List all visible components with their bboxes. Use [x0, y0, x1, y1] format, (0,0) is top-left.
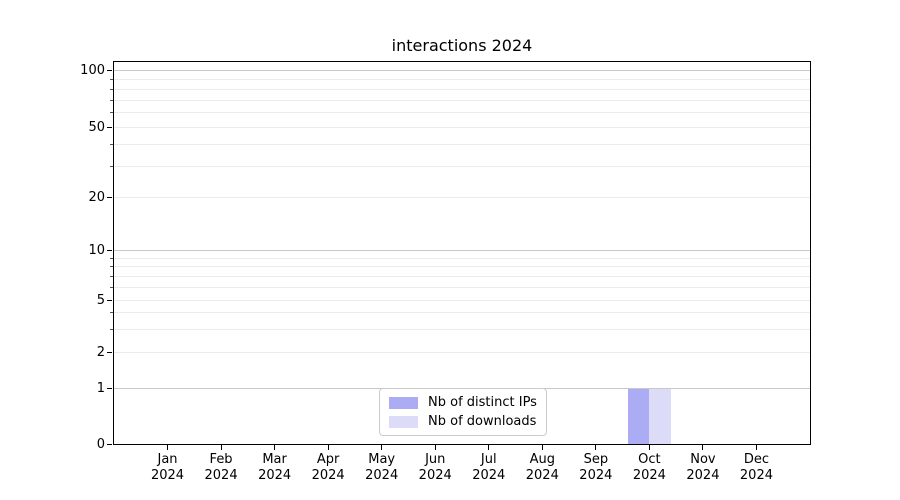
y-tick-mark [107, 127, 112, 129]
y-tick-label: 50 [88, 120, 105, 136]
y-tick-label: 0 [96, 436, 105, 452]
x-tick-mark [755, 445, 757, 450]
y-tick-label: 5 [96, 292, 105, 308]
y-tick-mark [107, 70, 112, 72]
y-gridline-3 [114, 328, 810, 330]
y-gridline-9 [114, 257, 810, 259]
x-tick-label-jan: Jan 2024 [150, 452, 185, 483]
y-tick-label: 1 [96, 381, 105, 397]
y-gridline-50 [114, 127, 810, 129]
y-minor-tick-mark [110, 99, 113, 101]
y-gridline-90 [114, 79, 810, 81]
y-minor-tick-mark [110, 257, 113, 259]
x-tick-mark [648, 445, 650, 450]
y-minor-tick-mark [110, 79, 113, 81]
y-tick-mark [107, 443, 112, 445]
y-minor-tick-mark [110, 88, 113, 90]
y-gridline-6 [114, 286, 810, 288]
y-minor-tick-mark [110, 266, 113, 268]
y-tick-mark [107, 299, 112, 301]
y-tick-label: 100 [80, 63, 105, 79]
y-tick-label: 10 [88, 243, 105, 259]
x-tick-mark [274, 445, 276, 450]
y-gridline-2 [114, 351, 810, 353]
x-tick-label-jun: Jun 2024 [418, 452, 452, 483]
legend-swatch-downloads [389, 415, 418, 428]
y-gridline-5 [114, 299, 810, 301]
x-tick-label-aug: Aug 2024 [525, 452, 559, 483]
y-minor-tick-mark [110, 144, 113, 146]
legend-label-distinct-ips: Nb of distinct IPs [428, 395, 537, 410]
plot-area: Nb of distinct IPs Nb of downloads [113, 61, 811, 445]
x-tick-mark [167, 445, 169, 450]
y-tick-label: 20 [88, 190, 105, 206]
x-tick-mark [702, 445, 704, 450]
y-tick-mark [107, 388, 112, 390]
legend: Nb of distinct IPs Nb of downloads [379, 388, 547, 436]
chart-title: interactions 2024 [391, 36, 533, 55]
y-gridline-100 [114, 70, 810, 72]
y-gridline-20 [114, 197, 810, 199]
y-minor-tick-mark [110, 312, 113, 314]
x-tick-label-mar: Mar 2024 [258, 452, 292, 483]
x-tick-label-apr: Apr 2024 [311, 452, 345, 483]
y-gridline-7 [114, 275, 810, 277]
x-tick-mark [595, 445, 597, 450]
x-tick-mark [220, 445, 222, 450]
y-gridline-4 [114, 312, 810, 314]
x-tick-label-feb: Feb 2024 [204, 452, 238, 483]
y-minor-tick-mark [110, 166, 113, 168]
x-tick-mark [434, 445, 436, 450]
legend-label-downloads: Nb of downloads [428, 414, 537, 429]
bar-downloads-oct [649, 388, 671, 444]
y-minor-tick-mark [110, 286, 113, 288]
legend-row-distinct-ips: Nb of distinct IPs [389, 393, 537, 412]
x-tick-label-oct: Oct 2024 [632, 452, 666, 483]
y-minor-tick-mark [110, 328, 113, 330]
x-tick-mark [488, 445, 490, 450]
x-tick-label-dec: Dec 2024 [739, 452, 773, 483]
y-gridline-80 [114, 88, 810, 90]
y-tick-mark [107, 197, 112, 199]
y-tick-label: 2 [96, 344, 105, 360]
y-minor-tick-mark [110, 275, 113, 277]
legend-row-downloads: Nb of downloads [389, 412, 537, 431]
y-gridline-70 [114, 99, 810, 101]
y-tick-mark [107, 250, 112, 252]
x-tick-mark [381, 445, 383, 450]
y-tick-mark [107, 351, 112, 353]
y-gridline-8 [114, 266, 810, 268]
x-tick-label-may: May 2024 [365, 452, 399, 483]
x-tick-mark [327, 445, 329, 450]
legend-swatch-distinct-ips [389, 396, 418, 409]
x-tick-mark [541, 445, 543, 450]
y-gridline-30 [114, 166, 810, 168]
y-gridline-40 [114, 144, 810, 146]
y-gridline-60 [114, 112, 810, 114]
x-tick-label-sep: Sep 2024 [579, 452, 613, 483]
y-minor-tick-mark [110, 112, 113, 114]
x-tick-label-jul: Jul 2024 [472, 452, 506, 483]
bar-distinct-ips-oct [627, 388, 650, 444]
x-tick-label-nov: Nov 2024 [686, 452, 720, 483]
y-gridline-10 [114, 250, 810, 252]
